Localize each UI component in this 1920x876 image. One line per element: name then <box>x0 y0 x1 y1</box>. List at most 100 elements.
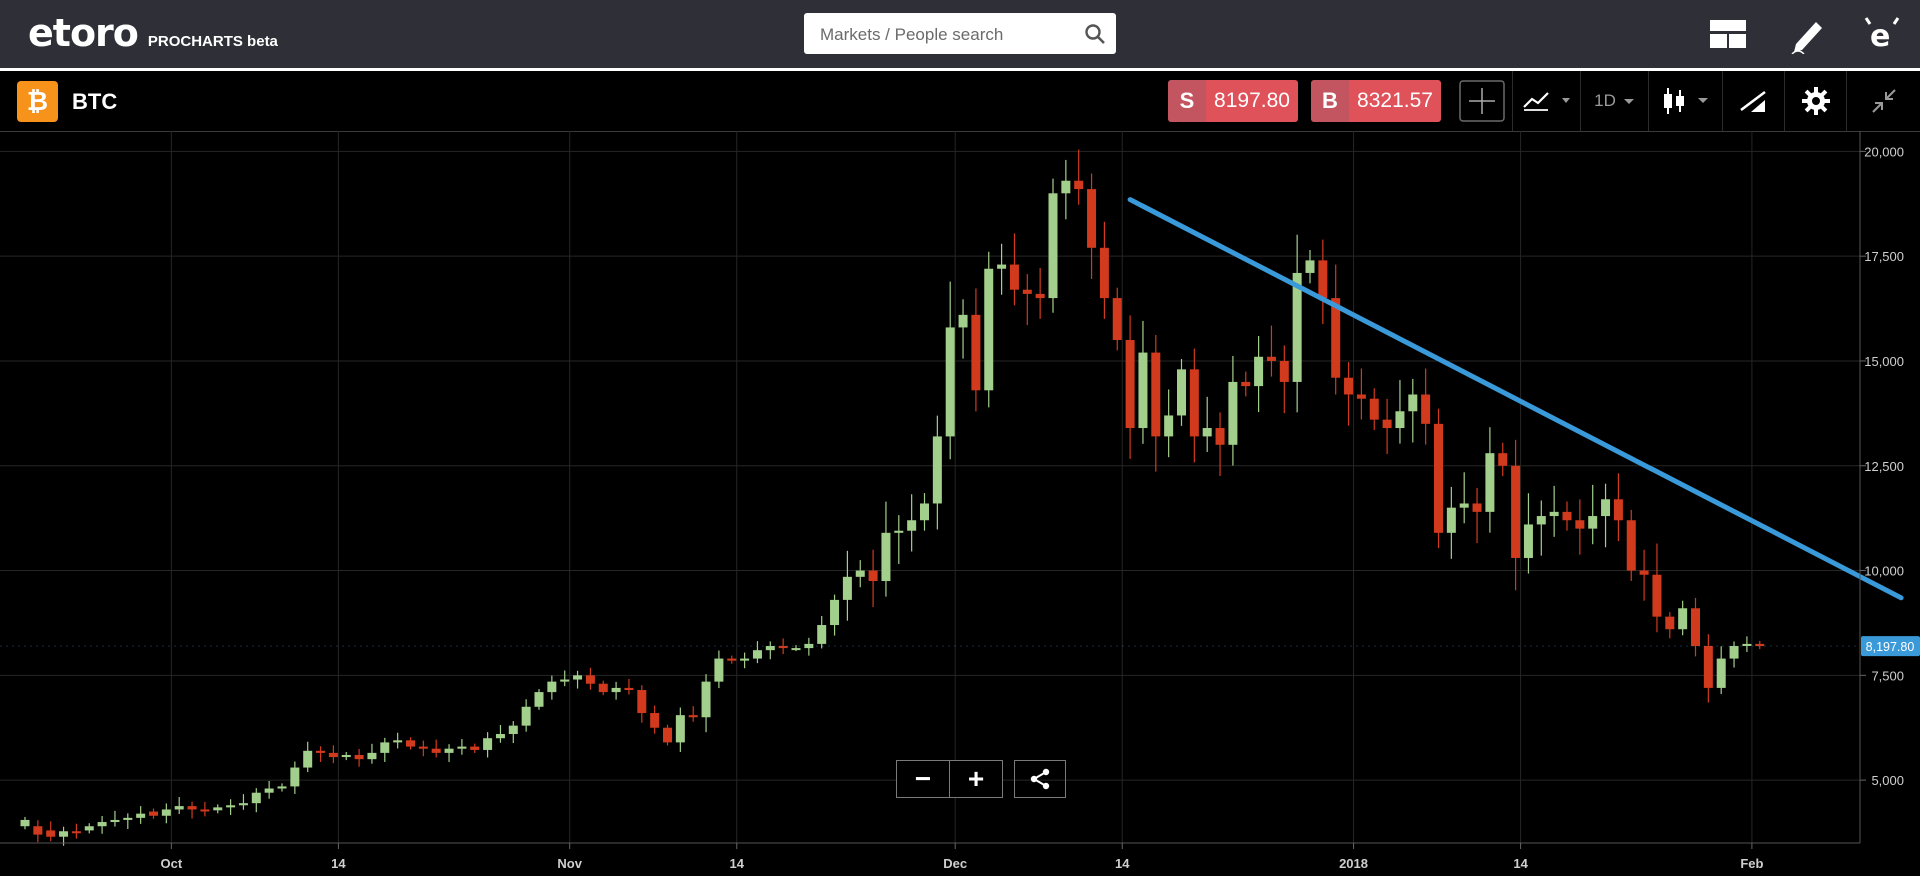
y-tick-label: 12,500 <box>1864 459 1904 474</box>
candle-body <box>290 767 300 787</box>
candle-body <box>1292 272 1302 382</box>
candle-body <box>1575 520 1585 529</box>
candle-body <box>367 752 377 760</box>
candle-body <box>1112 298 1122 341</box>
candle-body <box>1472 503 1482 512</box>
share-button[interactable] <box>1014 760 1066 798</box>
candle-body <box>1177 369 1186 416</box>
timeframe-dropdown[interactable]: 1D <box>1580 71 1649 131</box>
candles <box>20 149 1765 846</box>
chevron-down-icon <box>1623 99 1634 104</box>
price-tag-bg <box>1861 636 1920 657</box>
layout-icon[interactable] <box>1706 12 1750 56</box>
candle-body <box>470 746 480 750</box>
candle-body <box>406 740 415 747</box>
candle-body <box>444 748 454 753</box>
candle-body <box>791 648 801 651</box>
search-input[interactable] <box>818 13 1082 56</box>
candle-type-icon <box>1664 88 1708 114</box>
candle-body <box>341 754 351 758</box>
drawing-tools-button[interactable] <box>1722 71 1785 131</box>
candle-body <box>1074 180 1084 190</box>
candle-body <box>1215 428 1225 445</box>
indicators-button[interactable] <box>1512 71 1581 131</box>
candle-body <box>1588 516 1598 529</box>
candle-body <box>1536 516 1546 525</box>
x-tick-label: Feb <box>1740 856 1763 871</box>
candle-body <box>33 826 43 835</box>
candle-body <box>1369 398 1379 420</box>
candle-body <box>1626 520 1636 571</box>
candle-body <box>855 570 865 577</box>
candle-body <box>868 570 878 582</box>
candle-body <box>894 530 904 533</box>
collapse-button[interactable] <box>1846 71 1920 131</box>
collapse-icon <box>1872 89 1896 113</box>
candle-body <box>997 264 1007 269</box>
candle-body <box>1228 381 1238 445</box>
candle-body <box>830 599 840 626</box>
y-tick-label: 15,000 <box>1864 354 1904 369</box>
candle-body <box>354 754 364 760</box>
candle-body <box>778 645 788 649</box>
candle-body <box>238 803 248 806</box>
candle-body <box>650 713 660 728</box>
sell-button[interactable]: S 8197.80 <box>1168 80 1298 122</box>
candle-body <box>1421 394 1431 424</box>
zoom-out-button[interactable]: − <box>896 760 950 798</box>
candle-body <box>534 692 544 707</box>
etoro-e-icon[interactable]: e <box>1860 12 1904 56</box>
candle-body <box>1703 645 1713 688</box>
candle-body <box>1048 193 1058 299</box>
candle-body <box>932 436 942 504</box>
sell-price: 8197.80 <box>1206 80 1298 122</box>
candle-body <box>328 752 338 758</box>
candle-body <box>1087 189 1097 248</box>
candle-body <box>560 679 570 682</box>
indicators-icon <box>1523 92 1570 111</box>
candle-body <box>149 811 158 816</box>
edit-icon[interactable] <box>1786 12 1830 56</box>
crosshair-button[interactable] <box>1458 71 1506 131</box>
search-box[interactable] <box>804 13 1116 56</box>
candle-body <box>1266 356 1276 361</box>
candle-body <box>1562 511 1572 521</box>
candle-type-button[interactable] <box>1648 71 1723 131</box>
x-tick-label: Dec <box>943 856 967 871</box>
current-price-tag: 8,197.80 <box>0 636 1920 657</box>
candle-body <box>20 819 30 827</box>
candle-body <box>110 819 120 823</box>
search-icon[interactable] <box>1084 23 1106 45</box>
candle-body <box>598 683 608 693</box>
candle-body <box>1485 453 1495 512</box>
candle-body <box>1459 503 1469 508</box>
logo-text: etoro <box>28 11 139 55</box>
product-label: PROCHARTS beta <box>147 33 278 50</box>
x-tick-label: 14 <box>730 856 745 871</box>
buy-button[interactable]: B 8321.57 <box>1311 80 1441 122</box>
drawing-tools-icon <box>1740 90 1766 112</box>
settings-button[interactable] <box>1784 71 1847 131</box>
candle-body <box>547 681 557 693</box>
price-chart[interactable]: 20,000 17,500 15,000 12,500 10,000 7,500 5,000… <box>0 131 1920 876</box>
candle-body <box>765 645 775 651</box>
candle-body <box>1742 643 1752 646</box>
candle-body <box>1189 369 1199 437</box>
candle-body <box>1138 352 1148 429</box>
candle-body <box>663 727 672 743</box>
etoro-logo[interactable]: etoro PROCHARTS beta <box>28 10 278 56</box>
candle-body <box>1729 645 1739 659</box>
x-tick-label: 14 <box>1115 856 1130 871</box>
candle-body <box>1498 453 1508 466</box>
zoom-controls: − + <box>896 760 1003 798</box>
candle-body <box>483 738 493 750</box>
candle-body <box>1511 465 1521 558</box>
x-tick-label: 14 <box>331 856 346 871</box>
trendline <box>1127 197 1904 601</box>
candle-body <box>817 625 827 644</box>
candle-body <box>1241 381 1251 387</box>
zoom-in-button[interactable]: + <box>950 760 1003 798</box>
candle-body <box>971 314 981 391</box>
candle-body <box>1678 608 1688 630</box>
candle-body <box>1549 511 1559 517</box>
